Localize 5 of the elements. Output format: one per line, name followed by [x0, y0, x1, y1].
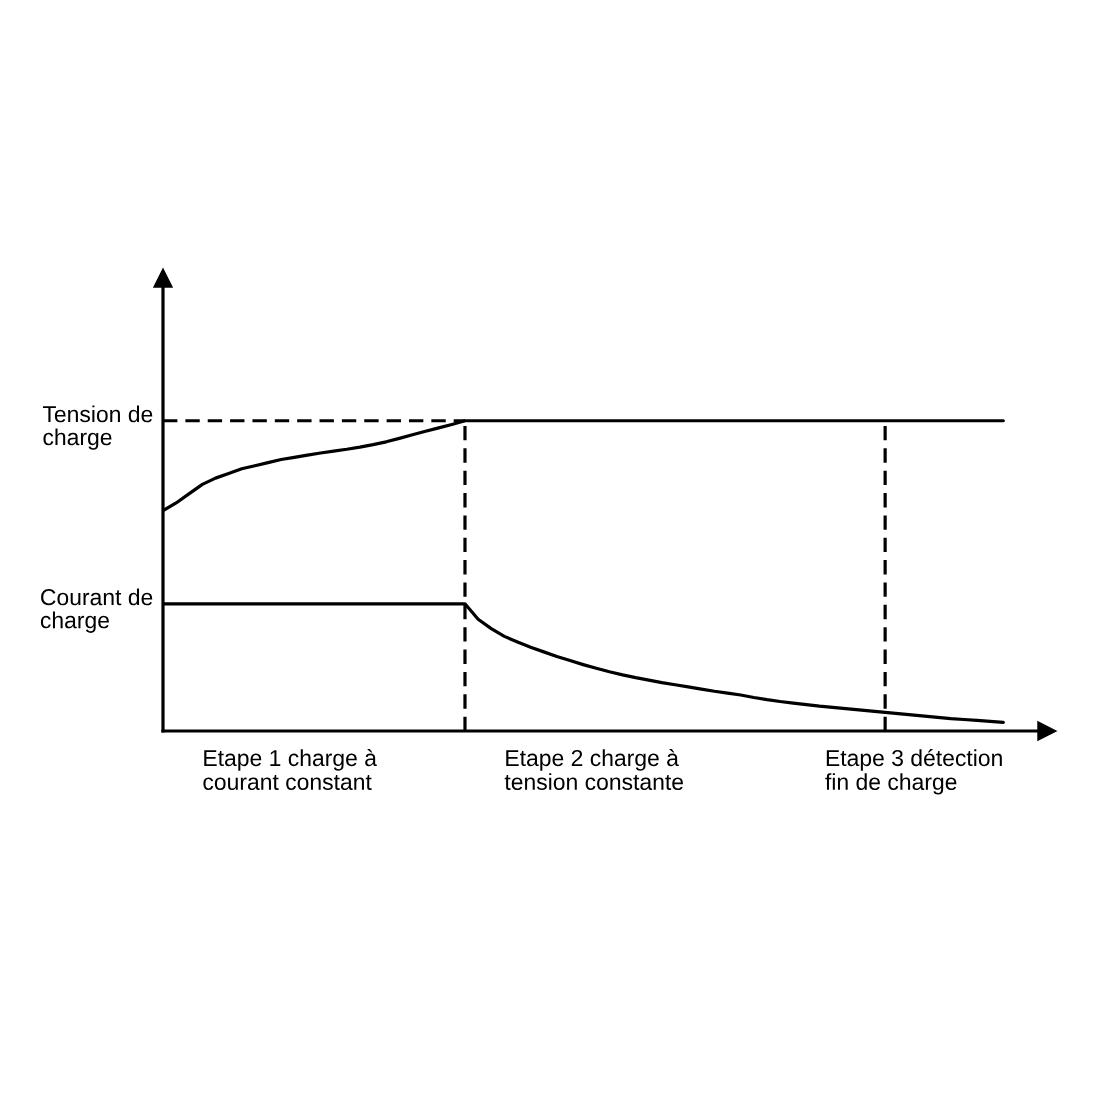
text: Etape 3 détection fin de charge: [825, 749, 1002, 795]
text: Etape 1 charge à courant constant: [203, 749, 377, 791]
text: Tension de charge: [42, 405, 153, 450]
text: Etape 2 charge à tension constante: [504, 749, 683, 791]
series-label: Courant de charge: [40, 588, 153, 633]
